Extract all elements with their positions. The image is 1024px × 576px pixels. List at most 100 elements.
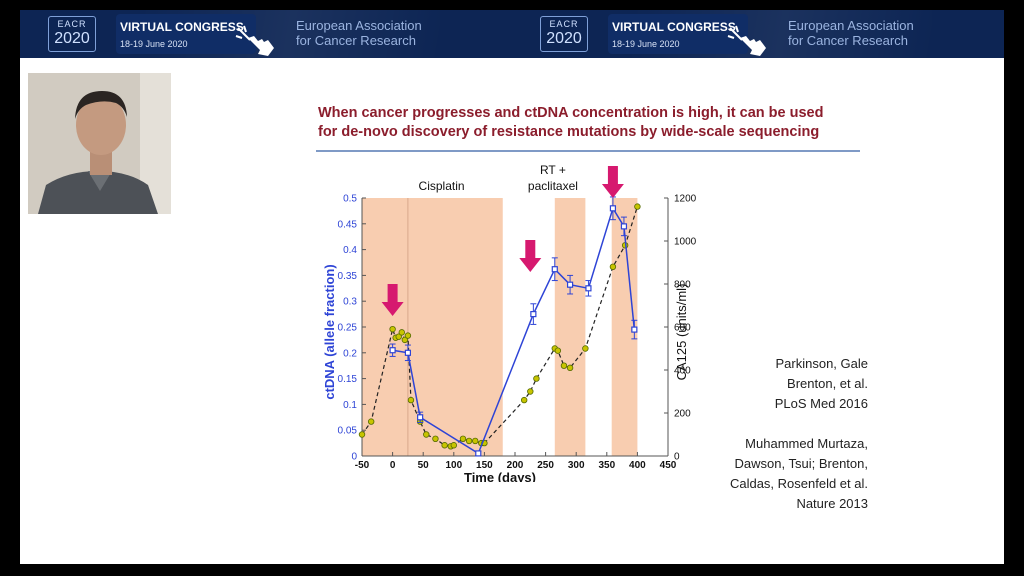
progression-arrow	[381, 284, 404, 316]
ctdna-point	[475, 450, 482, 457]
ca125-point	[389, 325, 396, 333]
event-title: VIRTUAL CONGRESS	[612, 20, 736, 34]
logo-text: EACR	[57, 19, 87, 29]
organization-name: European Association for Cancer Research	[296, 18, 422, 48]
progression-arrow	[601, 166, 624, 198]
ca125-point	[533, 375, 540, 382]
org-line1: European Association	[296, 18, 422, 33]
citation-line: Caldas, Rosenfeld et al.	[729, 476, 868, 491]
event-dates: 18-19 June 2020	[120, 39, 188, 49]
ctdna-point	[551, 266, 558, 273]
org-line1: European Association	[788, 18, 914, 33]
citation-line: Brenton, et al.	[787, 376, 868, 391]
y-left-tick-label: 0	[351, 452, 357, 463]
ctdna-point	[631, 326, 638, 333]
pointing-hand-icon	[727, 25, 766, 56]
x-tick-label: 300	[568, 460, 585, 471]
ctdna-ca125-chart: Time (days) ctDNA (allele fraction) CA12…	[322, 163, 697, 482]
x-tick-label: 250	[537, 460, 554, 471]
logo-text: EACR	[549, 19, 579, 29]
ctdna-point	[389, 347, 396, 354]
y-left-tick-label: 0.45	[338, 219, 358, 230]
treatment-label-cisplatin: Cisplatin	[419, 179, 465, 193]
speaker-image	[28, 73, 171, 214]
y-right-tick-label: 1200	[674, 194, 697, 205]
slide-title-line2: for de-novo discovery of resistance muta…	[318, 124, 820, 140]
x-tick-label: 100	[445, 460, 462, 471]
treatment-period-band	[554, 198, 586, 456]
ca125-point	[441, 442, 448, 449]
y-left-tick-label: 0.35	[338, 271, 358, 282]
ca125-point	[560, 362, 568, 369]
virtual-congress-badge: VIRTUAL CONGRESS 18-19 June 2020	[116, 14, 256, 54]
x-tick-label: 400	[629, 460, 646, 471]
speaker-webcam-video	[28, 73, 171, 214]
slide-title-line1: When cancer progresses and ctDNA concent…	[318, 105, 824, 121]
ctdna-point	[566, 281, 574, 288]
ctdna-point	[530, 311, 537, 318]
citation-line: PLoS Med 2016	[774, 396, 868, 411]
ca125-point	[465, 437, 473, 445]
x-tick-label: 200	[507, 460, 524, 471]
x-tick-label: 50	[418, 460, 430, 471]
x-tick-label: 0	[390, 460, 396, 471]
ca125-point	[395, 333, 402, 340]
x-tick-label: 450	[660, 460, 677, 471]
ca125-point	[407, 396, 415, 404]
y-left-tick-label: 0.2	[343, 348, 357, 359]
ca125-point	[398, 329, 405, 336]
org-line2: for Cancer Research	[788, 33, 908, 48]
ca125-point	[450, 442, 457, 449]
y-left-tick-label: 0.05	[338, 426, 358, 437]
ca125-point	[423, 431, 430, 438]
congress-banner: EACR 2020 VIRTUAL CONGRESS 18-19 June 20…	[20, 10, 1004, 58]
ctdna-point	[417, 414, 424, 421]
y-left-tick-label: 0.15	[338, 374, 358, 385]
slide-title: When cancer progresses and ctDNA concent…	[318, 104, 878, 142]
y-axis-right-label: CA125 (units/ml)	[674, 284, 689, 381]
ca125-point	[404, 332, 412, 339]
event-dates: 18-19 June 2020	[612, 39, 680, 49]
ca125-point	[634, 203, 641, 210]
treatment-period-band	[362, 198, 503, 456]
y-left-tick-label: 0.1	[343, 400, 357, 411]
y-left-tick-label: 0.25	[338, 323, 358, 334]
logo-year: 2020	[54, 30, 90, 47]
citation-line: Dawson, Tsui; Brenton,	[734, 456, 868, 471]
ca125-point	[582, 345, 589, 352]
treatment-shading	[362, 198, 638, 456]
ca125-point	[520, 396, 528, 404]
y-right-tick-label: 600	[674, 323, 691, 334]
x-tick-label: -50	[355, 460, 370, 471]
treatment-label-rt: RT +	[540, 163, 566, 177]
progression-arrow	[519, 240, 542, 272]
treatment-label-paclitaxel: paclitaxel	[528, 179, 578, 193]
y-right-tick-label: 1000	[674, 237, 697, 248]
eacr-logo: EACR 2020	[540, 16, 588, 52]
ca125-point	[472, 437, 479, 445]
ca125-point	[459, 435, 467, 442]
y-right-tick-label: 400	[674, 366, 691, 377]
y-left-tick-label: 0.3	[343, 297, 357, 308]
x-tick-label: 150	[476, 460, 493, 471]
ctdna-point	[585, 285, 592, 292]
ctdna-point	[609, 205, 617, 212]
x-tick-label: 350	[598, 460, 615, 471]
ca125-point	[358, 431, 366, 438]
ca125-point	[554, 347, 562, 354]
ca125-point	[609, 263, 617, 270]
y-right-tick-label: 200	[674, 409, 691, 420]
logo-year: 2020	[546, 30, 582, 47]
ca125-point	[566, 364, 574, 372]
eacr-logo: EACR 2020	[48, 16, 96, 52]
x-axis-label: Time (days)	[464, 470, 536, 482]
y-left-tick-label: 0.5	[343, 194, 357, 205]
citation-line: Nature 2013	[796, 496, 868, 511]
y-right-tick-label: 800	[674, 280, 691, 291]
citation-line: Muhammed Murtaza,	[745, 436, 868, 451]
org-line2: for Cancer Research	[296, 33, 416, 48]
ctdna-point	[620, 223, 628, 230]
pointing-hand-icon	[235, 25, 274, 56]
ctdna-point	[404, 349, 412, 356]
virtual-congress-badge: VIRTUAL CONGRESS 18-19 June 2020	[608, 14, 748, 54]
